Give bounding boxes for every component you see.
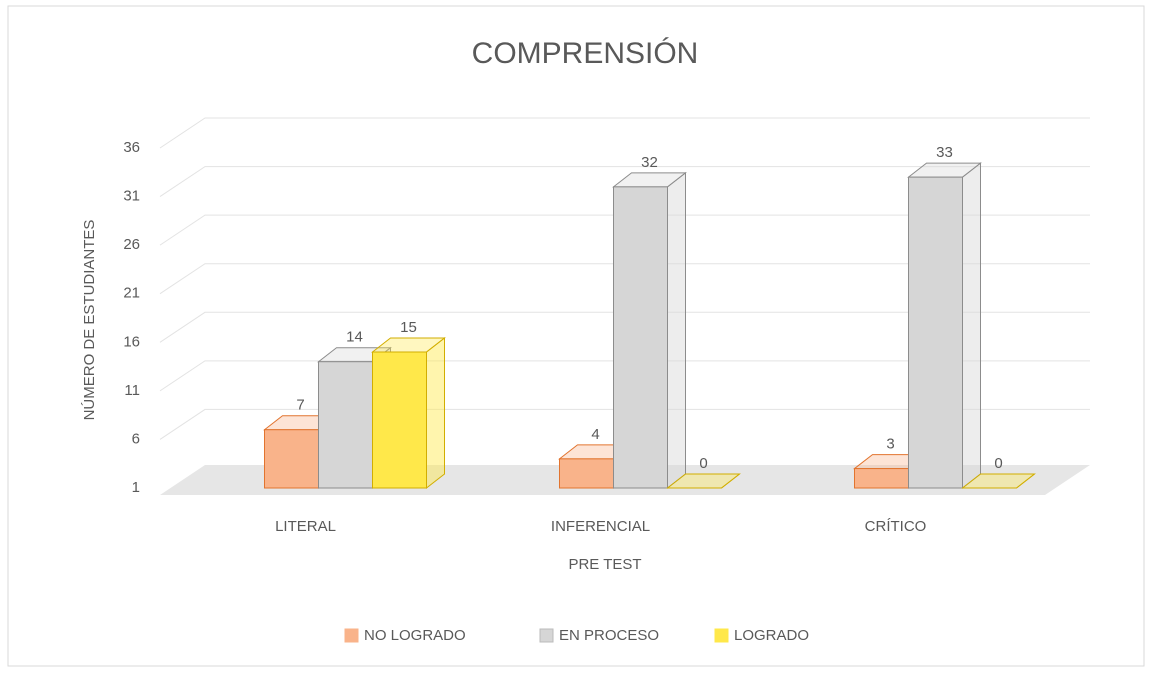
x-tick-label: INFERENCIAL bbox=[551, 518, 650, 535]
data-label: 15 bbox=[400, 319, 417, 336]
bar-side bbox=[962, 162, 981, 490]
y-tick-label: 21 bbox=[123, 285, 140, 302]
y-tick-label: 36 bbox=[123, 139, 140, 156]
y-tick-label: 6 bbox=[132, 430, 140, 447]
legend-label: LOGRADO bbox=[734, 627, 809, 644]
data-label: 3 bbox=[886, 436, 894, 453]
data-label: 7 bbox=[296, 397, 304, 414]
data-label: 33 bbox=[936, 144, 953, 161]
x-tick-label: LITERAL bbox=[275, 518, 336, 535]
data-label: 0 bbox=[699, 455, 707, 472]
bar-front bbox=[854, 468, 909, 489]
bar-side bbox=[667, 171, 686, 490]
grid-line bbox=[159, 214, 1090, 246]
bar-front bbox=[372, 351, 427, 489]
y-axis-title: NÚMERO DE ESTUDIANTES bbox=[81, 220, 98, 421]
legend-label: EN PROCESO bbox=[559, 627, 659, 644]
bar bbox=[666, 473, 741, 489]
legend-label: NO LOGRADO bbox=[364, 627, 466, 644]
bar-top bbox=[961, 473, 1036, 489]
chart-title: COMPRENSIÓN bbox=[472, 37, 699, 70]
bar bbox=[907, 162, 982, 490]
bar bbox=[961, 473, 1036, 489]
grid-line bbox=[159, 263, 1090, 295]
legend-swatch bbox=[539, 628, 554, 643]
y-tick-label: 26 bbox=[123, 236, 140, 253]
bar bbox=[371, 336, 446, 490]
bar-front bbox=[264, 429, 319, 489]
data-label: 0 bbox=[994, 455, 1002, 472]
grid-line bbox=[159, 311, 1090, 343]
data-label: 4 bbox=[591, 426, 599, 443]
bar-top bbox=[666, 473, 741, 489]
bar-front bbox=[559, 458, 614, 489]
legend-swatch bbox=[344, 628, 359, 643]
y-tick-label: 31 bbox=[123, 188, 140, 205]
legend-swatch bbox=[714, 628, 729, 643]
y-tick-label: 16 bbox=[123, 333, 140, 350]
grid-line bbox=[159, 117, 1090, 149]
data-label: 14 bbox=[346, 329, 363, 346]
bar-front bbox=[318, 361, 373, 489]
grid-line bbox=[159, 360, 1090, 392]
grid-line bbox=[159, 408, 1090, 440]
x-axis-title: PRE TEST bbox=[568, 556, 641, 573]
bar-front bbox=[613, 186, 668, 489]
y-tick-label: 11 bbox=[124, 382, 140, 399]
grid-line bbox=[159, 166, 1090, 197]
x-tick-label: CRÍTICO bbox=[865, 518, 927, 535]
bar bbox=[612, 171, 687, 490]
bar-front bbox=[908, 176, 963, 489]
bar-side bbox=[426, 336, 445, 490]
data-label: 32 bbox=[641, 154, 658, 171]
y-tick-label: 1 bbox=[132, 479, 140, 496]
